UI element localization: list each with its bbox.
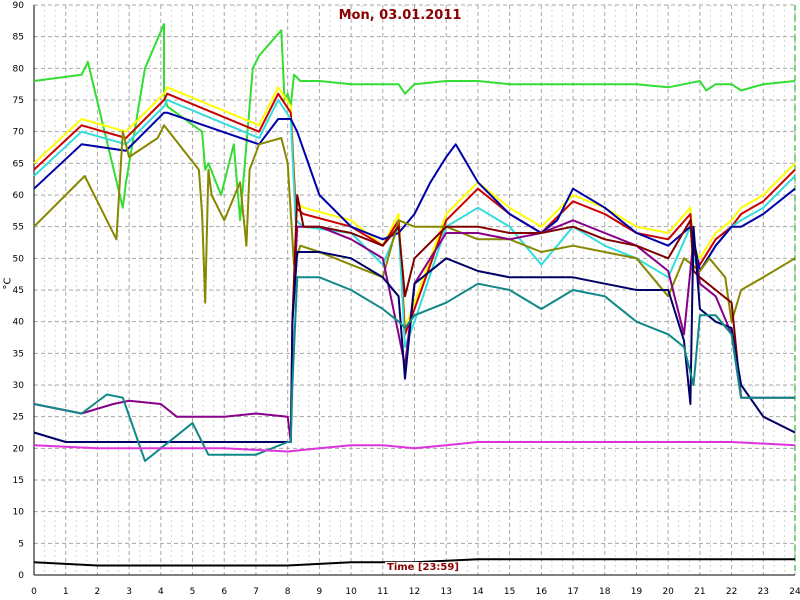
series-line [33,86,796,329]
y-tick-label: 75 [13,96,24,106]
series-line [33,276,795,462]
x-tick-label: 16 [536,587,548,597]
y-tick-label: 90 [13,1,25,11]
x-tick-label: 11 [377,587,388,597]
x-tick-label: 20 [662,587,674,597]
x-tick-label: 8 [285,587,291,597]
x-tick-label: 21 [694,587,705,597]
series-line [33,441,796,453]
series-line [33,92,796,336]
y-tick-label: 25 [13,413,24,423]
chart-title: Mon, 03.01.2011 [338,8,462,23]
x-tick-label: 9 [317,587,323,597]
grid [33,4,796,576]
x-tick-label: 15 [504,587,515,597]
x-tick-label: 24 [789,587,800,597]
y-tick-label: 55 [13,223,24,233]
y-tick-label: 50 [13,254,25,264]
y-tick-label: 35 [13,349,24,359]
x-tick-label: 4 [158,587,164,597]
y-tick-label: 85 [13,33,24,43]
y-tick-label: 15 [13,476,24,486]
y-tick-label: 0 [18,571,24,581]
x-tick-label: 19 [631,587,643,597]
y-tick-label: 80 [13,64,25,74]
y-tick-label: 65 [13,159,24,169]
x-tick-label: 3 [126,587,132,597]
y-tick-label: 60 [13,191,25,201]
x-tick-label: 23 [758,587,769,597]
x-tick-label: 17 [567,587,578,597]
x-tick-label: 1 [63,587,69,597]
x-tick-label: 6 [221,587,227,597]
y-axis-label: °C [2,277,14,290]
x-tick-label: 5 [190,587,196,597]
x-tick-label: 0 [31,587,37,597]
y-tick-label: 20 [13,444,25,454]
x-tick-label: 7 [253,587,259,597]
axes [33,5,796,576]
y-tick-label: 70 [13,128,25,138]
x-tick-label: 13 [440,587,451,597]
y-tick-label: 30 [13,381,25,391]
y-tick-label: 5 [18,539,24,549]
x-tick-label: 14 [472,587,484,597]
y-tick-label: 45 [13,286,24,296]
tick-labels: 0 1 2 3 4 5 6 7 8 9 10 11 12 13 14 15 16 17 18 19 20 21 22 23 24… [13,1,800,597]
series-line [33,111,796,272]
x-tick-label: 22 [726,587,737,597]
x-axis-label: Time [23:59] [385,562,461,573]
x-tick-label: 18 [599,587,611,597]
series-line [33,124,796,323]
x-tick-label: 2 [95,587,101,597]
y-tick-label: 40 [13,318,25,328]
x-tick-label: 10 [345,587,357,597]
y-tick-label: 10 [13,508,25,518]
x-tick-label: 12 [409,587,420,597]
series-line [291,194,743,398]
